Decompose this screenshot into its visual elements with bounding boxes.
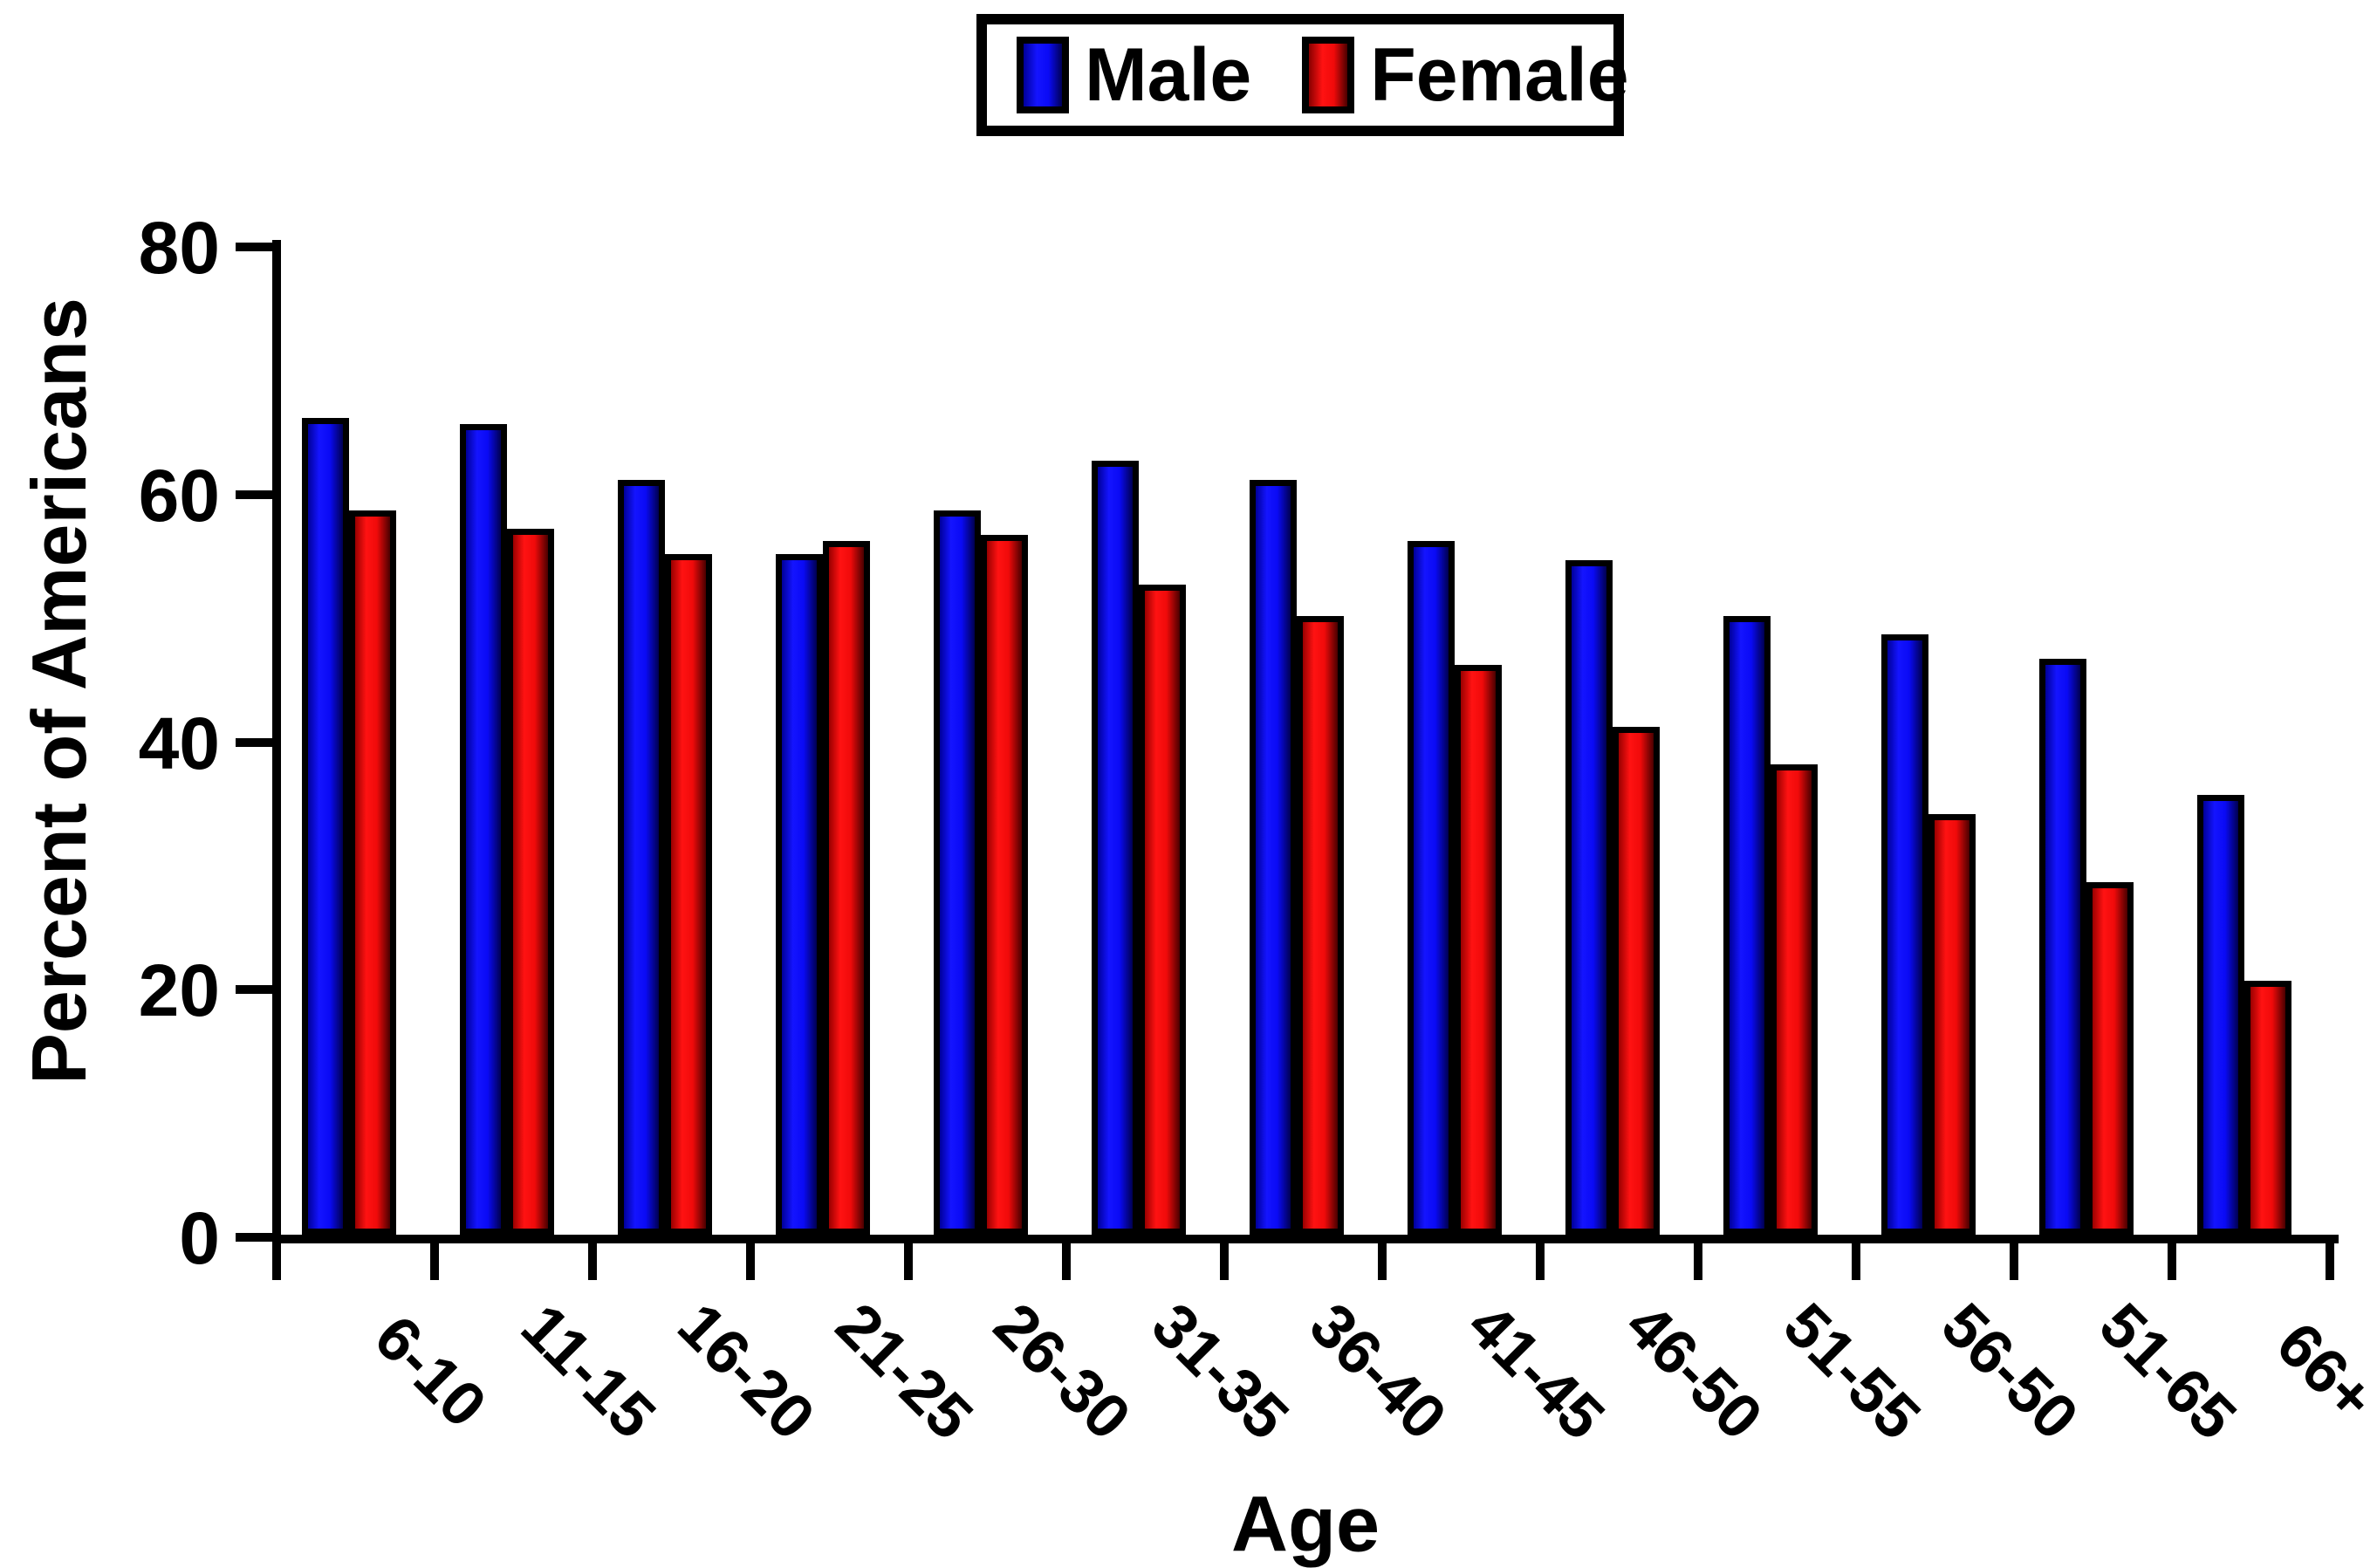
x-category-label-41-45: 41-45	[1454, 1290, 1618, 1454]
x-tick-5	[1062, 1243, 1071, 1280]
x-category-label-56-50: 56-50	[1928, 1290, 2092, 1454]
y-axis-line	[272, 240, 281, 1243]
x-tick-7	[1378, 1243, 1387, 1280]
legend-box: Male Female	[976, 14, 1629, 136]
y-tick-0	[236, 1233, 272, 1242]
female-bar-66+	[2244, 981, 2291, 1235]
x-category-label-16-20: 16-20	[664, 1290, 828, 1454]
female-bar-46-50	[1613, 727, 1660, 1235]
male-bar-6-10	[302, 418, 349, 1235]
x-category-label-66+: 66+	[2263, 1309, 2377, 1434]
y-tick-60	[236, 490, 272, 499]
x-category-label-51-65: 51-65	[2086, 1290, 2250, 1454]
female-bar-56-50	[1928, 814, 1976, 1235]
x-category-label-31-35: 31-35	[1138, 1290, 1302, 1454]
y-tick-80	[236, 243, 272, 251]
female-bar-21-25	[823, 541, 870, 1235]
female-bar-51-65	[2086, 882, 2134, 1235]
x-tick-1	[430, 1243, 439, 1280]
x-category-label-26-30: 26-30	[980, 1290, 1144, 1454]
y-tick-20	[236, 985, 272, 994]
male-bar-41-45	[1408, 541, 1455, 1235]
female-bar-36-40	[1297, 616, 1344, 1235]
male-bar-26-30	[934, 510, 981, 1235]
x-tick-12	[2168, 1243, 2176, 1280]
x-category-label-21-25: 21-25	[822, 1290, 986, 1454]
female-bar-51-55	[1771, 764, 1818, 1235]
female-bar-41-45	[1455, 665, 1502, 1235]
male-bar-16-20	[618, 480, 665, 1235]
x-tick-6	[1220, 1243, 1229, 1280]
male-bar-56-50	[1881, 634, 1928, 1235]
x-category-label-51-55: 51-55	[1770, 1290, 1934, 1454]
y-tick-label-40: 40	[138, 702, 220, 784]
x-axis-title: Age	[1230, 1481, 1380, 1568]
female-bar-11-15	[507, 529, 554, 1235]
male-bar-11-15	[460, 424, 507, 1235]
male-bar-31-35	[1092, 461, 1139, 1235]
x-tick-0	[272, 1243, 281, 1280]
x-tick-3	[746, 1243, 755, 1280]
male-bar-51-55	[1723, 616, 1771, 1235]
y-tick-label-20: 20	[138, 949, 220, 1031]
x-tick-9	[1694, 1243, 1702, 1280]
male-bar-36-40	[1250, 480, 1297, 1235]
male-bar-46-50	[1565, 560, 1613, 1235]
y-tick-label-60: 60	[138, 455, 220, 537]
x-tick-8	[1536, 1243, 1545, 1280]
male-legend-label: Male	[1085, 33, 1252, 117]
x-tick-4	[904, 1243, 913, 1280]
male-legend-swatch-icon	[1017, 37, 1069, 113]
x-tick-13	[2326, 1243, 2334, 1280]
male-bar-51-65	[2039, 659, 2086, 1235]
x-category-label-6-10: 6-10	[360, 1302, 500, 1441]
female-bar-16-20	[665, 554, 712, 1235]
y-tick-label-0: 0	[179, 1197, 220, 1279]
x-category-label-36-40: 36-40	[1296, 1290, 1460, 1454]
x-tick-11	[2010, 1243, 2018, 1280]
female-bar-31-35	[1139, 585, 1186, 1235]
x-axis-line	[272, 1235, 2339, 1243]
female-bar-26-30	[981, 535, 1028, 1235]
female-bar-6-10	[349, 510, 396, 1235]
x-category-label-11-15: 11-15	[508, 1291, 668, 1452]
male-bar-21-25	[776, 554, 823, 1235]
y-tick-40	[236, 738, 272, 747]
x-category-label-46-50: 46-50	[1612, 1290, 1776, 1454]
female-legend-label: Female	[1370, 33, 1629, 117]
y-tick-label-80: 80	[138, 207, 220, 289]
x-tick-10	[1852, 1243, 1860, 1280]
female-legend-swatch-icon	[1302, 37, 1355, 113]
male-bar-66+	[2197, 795, 2244, 1235]
x-tick-2	[588, 1243, 597, 1280]
